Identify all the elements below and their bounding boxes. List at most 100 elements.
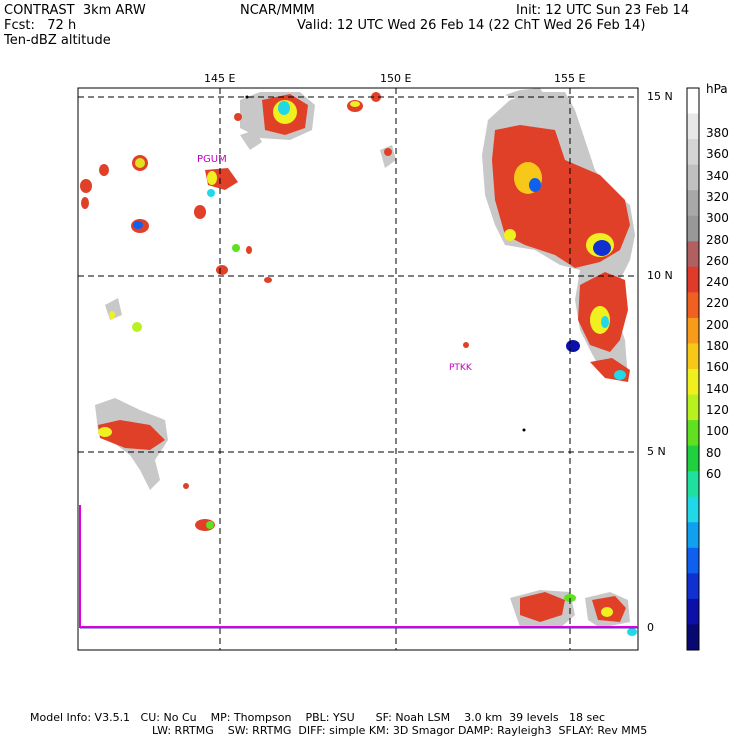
echo-core [627,628,637,636]
echo-gray [505,88,545,100]
echo-core [601,316,609,328]
colorbar-label: 180 [706,339,729,353]
colorbar-swatch [687,190,699,217]
echo-core [98,427,112,437]
colorbar-label: 80 [706,445,722,460]
echo-core [593,240,611,256]
colorbar-label: 140 [706,381,729,396]
colorbar-frame [686,87,700,651]
echo-cell [216,265,228,275]
colorbar-label: 260 [706,253,729,268]
echo-cell [99,164,109,176]
colorbar-swatch [687,215,699,242]
colorbar-swatch [687,266,699,293]
lon-label-155: 155 E [554,72,586,85]
colorbar-swatch [687,573,699,600]
colorbar-swatch [687,241,699,268]
colorbar-swatch [687,343,699,370]
echo-cell [81,197,89,209]
echo-cell [350,101,360,107]
lat-label-5: 5 N [647,445,666,458]
lat-label-0: 0 [647,621,654,634]
colorbar-swatch [687,88,699,115]
lat-lon-grid [78,88,638,650]
colorbar-swatch [687,547,699,574]
lon-label-150: 150 E [380,72,412,85]
echo-cell [384,148,392,156]
echo-cell [133,221,143,229]
colorbar-swatch [687,420,699,447]
colorbar-label: 220 [706,296,729,311]
colorbar-swatch [687,317,699,344]
colorbar-swatch [687,292,699,319]
station-pgum: PGUM [197,154,227,165]
colorbar-swatch [687,164,699,191]
colorbar-swatch [687,139,699,166]
echo-cell [234,113,242,121]
init-time: Init: 12 UTC Sun 23 Feb 14 [516,3,690,18]
colorbar-label: 340 [706,168,729,183]
colorbar-label: 380 [706,126,729,140]
model-info-line1: Model Info: V3.5.1 CU: No Cu MP: Thompso… [30,711,606,724]
valid-time: Valid: 12 UTC Wed 26 Feb 14 (22 ChT Wed … [297,18,646,33]
colorbar [686,87,700,651]
echo-cell [566,340,580,352]
colorbar-swatch [687,445,699,472]
colorbar-swatch [687,113,699,140]
echo-core [614,370,626,380]
echo-red [492,125,630,268]
colorbar-swatch [687,598,699,625]
echo-cell [264,277,272,283]
echo-cell [109,311,115,319]
colorbar-unit: hPa [706,82,728,96]
echo-cell [183,483,189,489]
lat-label-15: 15 N [647,90,673,103]
colorbar-swatch [687,369,699,396]
colorbar-swatch [687,471,699,498]
colorbar-label: 160 [706,360,729,375]
model-info-line2: LW: RRTMG SW: RRTMG DIFF: simple KM: 3D … [152,724,648,737]
echo-red [98,420,165,450]
model-name: CONTRAST 3km ARW [4,3,146,18]
echo-cell [232,244,240,252]
echo-core [207,171,217,185]
colorbar-label: 120 [706,402,729,417]
echo-fields [80,88,637,636]
colorbar-label: 300 [706,211,729,226]
colorbar-label: 240 [706,275,729,290]
echo-core [504,229,516,241]
colorbar-swatch [687,522,699,549]
echo-core [207,189,215,197]
echo-core [278,101,290,115]
station-ptkk: PTKK [449,363,473,373]
echo-core [529,178,541,192]
echo-gray [240,130,262,150]
colorbar-label: 60 [706,466,722,481]
domain-boundary [79,505,638,628]
field-name: Ten-dBZ altitude [4,33,111,48]
echo-cell [135,158,145,168]
colorbar-label: 100 [706,424,729,439]
colorbar-label: 280 [706,232,729,247]
organization: NCAR/MMM [240,3,315,18]
lon-label-145: 145 E [204,72,236,85]
echo-cell [132,322,142,332]
island-marker [522,428,526,432]
colorbar-swatch [687,394,699,421]
echo-cell [206,521,214,529]
colorbar-label: 360 [706,147,729,162]
colorbar-label: 320 [706,189,729,204]
colorbar-swatch [687,496,699,523]
colorbar-swatch [687,624,699,651]
echo-cell [463,342,469,348]
island-marker [245,95,249,99]
echo-cell [246,246,252,254]
echo-cell [194,205,206,219]
echo-red [520,592,565,622]
lat-label-10: 10 N [647,269,673,282]
echo-cell [80,179,92,193]
map-frame [77,87,639,651]
colorbar-label: 200 [706,317,729,332]
echo-cell [371,92,381,102]
